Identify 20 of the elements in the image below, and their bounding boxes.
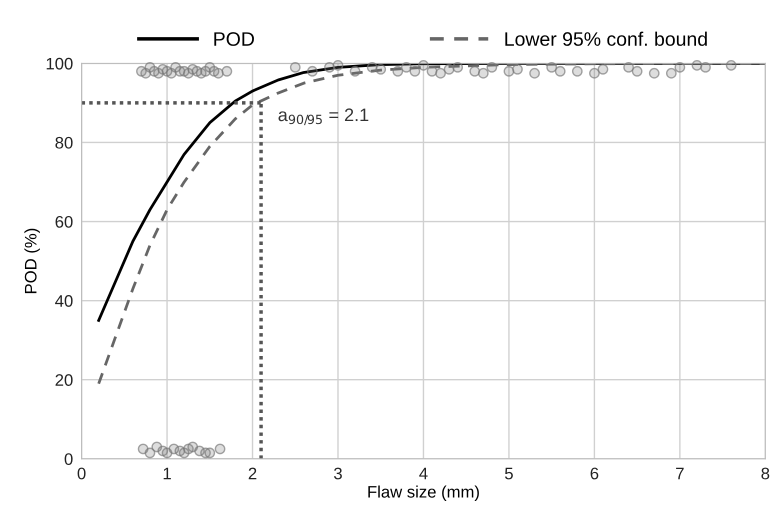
legend-label: POD [214,32,254,46]
x-tick-label: 5 [504,468,513,480]
annotation: a$_{90/95}$ = 2.1 [278,108,368,126]
y-tick-label: 20 [56,374,73,386]
y-axis-title: POD (%) [24,228,40,294]
x-tick-label: 2 [248,468,256,480]
x-tick-label: 3 [334,468,342,480]
y-tick-label: 80 [55,136,73,149]
y-tick-label: 60 [56,216,73,228]
x-tick-label: 7 [676,468,684,480]
x-tick-label: 0 [78,468,86,480]
y-tick-label: 40 [55,295,73,307]
legend-label: Lower 95% conf. bound [505,32,707,46]
x-tick-label: 8 [761,468,770,480]
x-axis-title: Flaw size (mm) [368,485,479,502]
y-tick-label: 0 [64,453,73,466]
x-tick-label: 1 [164,468,171,480]
x-tick-label: 6 [590,468,598,480]
y-tick-label: 100 [46,58,73,70]
x-tick-label: 4 [419,468,428,480]
